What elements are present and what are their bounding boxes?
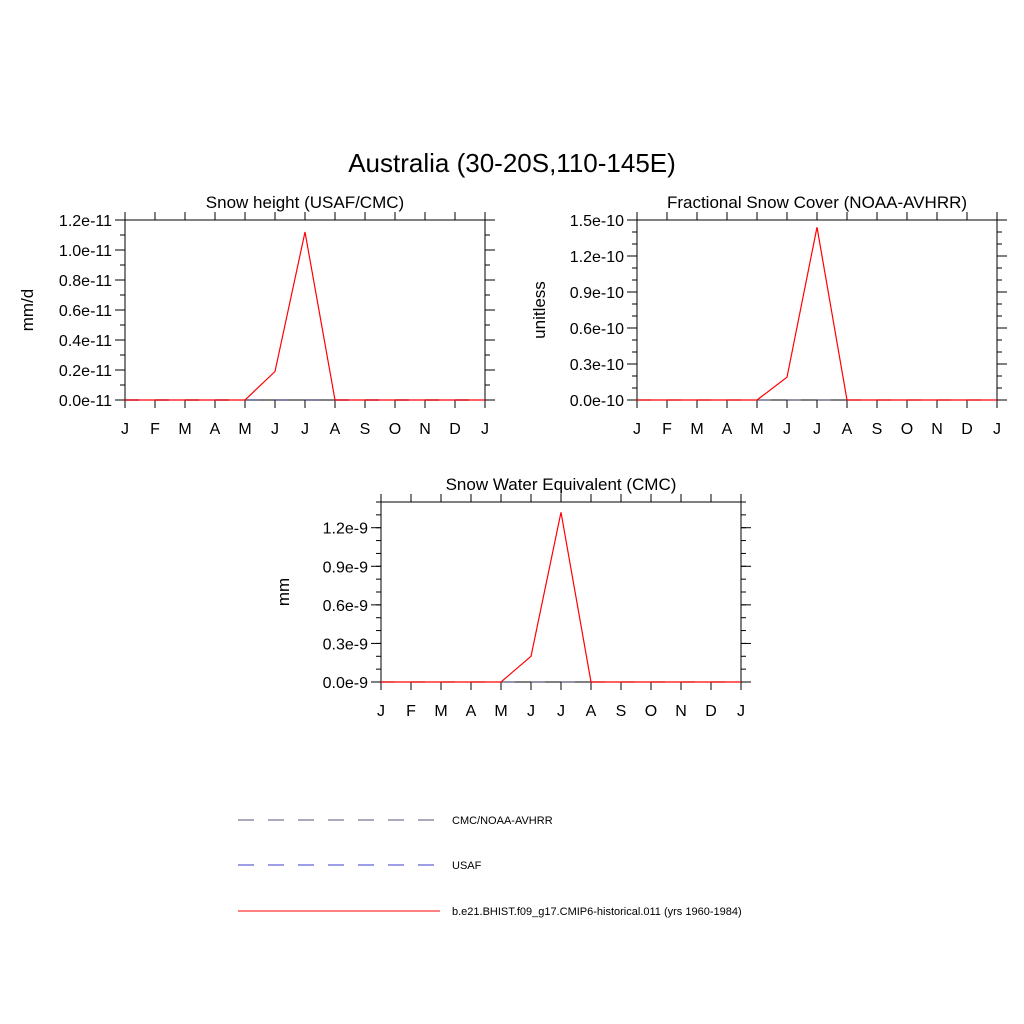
x-tick-label: O [901,421,913,438]
figure-title: Australia (30-20S,110-145E) [348,148,676,178]
legend: CMC/NOAA-AVHRR USAF b.e21.BHIST.f09_g17.CM… [238,815,742,918]
y-tick-label: 1.2e-9 [323,521,368,538]
x-tick-label: J [121,421,129,438]
panels: Snow height (USAF/CMC)mm/dJ F M A M J J A S O N D J0… [18,193,1007,720]
x-tick-label: A [842,421,853,438]
chart-panel-1: Snow height (USAF/CMC)mm/dJ F M A M J J A S O N D J0… [18,193,495,438]
y-tick-label: 0.0e-10 [570,393,624,410]
x-tick-label: D [705,703,717,720]
x-tick-label: A [210,421,221,438]
y-tick-label: 1.0e-11 [59,243,112,260]
y-tick-label: 0.0e-11 [59,393,112,410]
x-tick-label: M [690,421,703,438]
x-tick-label: O [389,421,401,438]
x-tick-label: A [722,421,733,438]
legend-item: CMC/NOAA-AVHRR [238,815,553,827]
y-tick-label: 0.9e-10 [570,285,624,302]
x-tick-label: J [481,421,489,438]
plot-frame [636,219,998,401]
x-tick-label: M [434,703,447,720]
x-tick-label: M [750,421,763,438]
x-tick-label: S [616,703,627,720]
y-axis-label: mm [274,578,293,606]
x-tick-label: N [931,421,943,438]
y-tick-label: 0.0e-9 [323,675,368,692]
x-tick-label: N [675,703,687,720]
y-tick-label: 0.6e-9 [323,598,368,615]
chart-panel-2: Fractional Snow Cover (NOAA-AVHRR) unitle… [530,193,1007,438]
x-tick-label: F [662,421,672,438]
x-tick-label: N [419,421,431,438]
x-tick-label: M [178,421,191,438]
x-tick-label: A [330,421,341,438]
legend-label: b.e21.BHIST.f09_g17.CMIP6-historical.011… [452,906,742,918]
x-tick-label: J [377,703,385,720]
x-tick-label: J [271,421,279,438]
x-tick-label: M [494,703,507,720]
y-tick-label: 0.6e-11 [59,303,112,320]
y-axis-label: mm/d [18,289,37,332]
x-tick-label: A [466,703,477,720]
y-tick-label: 1.2e-11 [59,213,112,230]
chart-title: Snow Water Equivalent (CMC) [446,475,677,494]
x-tick-label: F [150,421,160,438]
y-tick-label: 0.8e-11 [59,273,112,290]
y-tick-label: 0.3e-9 [323,636,368,653]
legend-label: CMC/NOAA-AVHRR [452,815,553,827]
chart-panel-3: Snow Water Equivalent (CMC)mmJ F M A M J J A S O N… [274,475,751,720]
x-tick-label: F [406,703,416,720]
legend-item: USAF [238,860,482,872]
x-tick-label: S [872,421,883,438]
y-tick-label: 1.2e-10 [570,249,624,266]
legend-item: b.e21.BHIST.f09_g17.CMIP6-historical.011… [238,906,742,918]
x-tick-label: J [993,421,1001,438]
x-tick-label: O [645,703,657,720]
x-tick-label: D [961,421,973,438]
y-tick-label: 1.5e-10 [570,213,624,230]
x-tick-label: J [527,703,535,720]
series-line-b-e21-bhist-f09-g17-cmip [125,231,485,401]
y-tick-label: 0.2e-11 [59,363,112,380]
x-tick-label: S [360,421,371,438]
y-axis-label: unitless [530,281,549,339]
y-tick-label: 0.3e-10 [570,357,624,374]
chart-title: Fractional Snow Cover (NOAA-AVHRR) [667,193,967,212]
x-tick-label: J [813,421,821,438]
x-tick-label: J [737,703,745,720]
x-tick-label: D [449,421,461,438]
x-tick-label: J [783,421,791,438]
x-tick-label: J [557,703,565,720]
y-tick-label: 0.6e-10 [570,321,624,338]
x-tick-label: J [633,421,641,438]
x-tick-label: J [301,421,309,438]
legend-label: USAF [452,860,482,872]
x-tick-label: A [586,703,597,720]
plot-frame [380,501,742,683]
y-tick-label: 0.9e-9 [323,559,368,576]
chart-title: Snow height (USAF/CMC) [206,193,404,212]
y-tick-label: 0.4e-11 [59,333,112,350]
series-line-b-e21-bhist-f09-g17-cmip [381,512,741,683]
series-line-b-e21-bhist-f09-g17-cmip [637,227,997,401]
x-tick-label: M [238,421,251,438]
plot-frame [124,219,486,401]
